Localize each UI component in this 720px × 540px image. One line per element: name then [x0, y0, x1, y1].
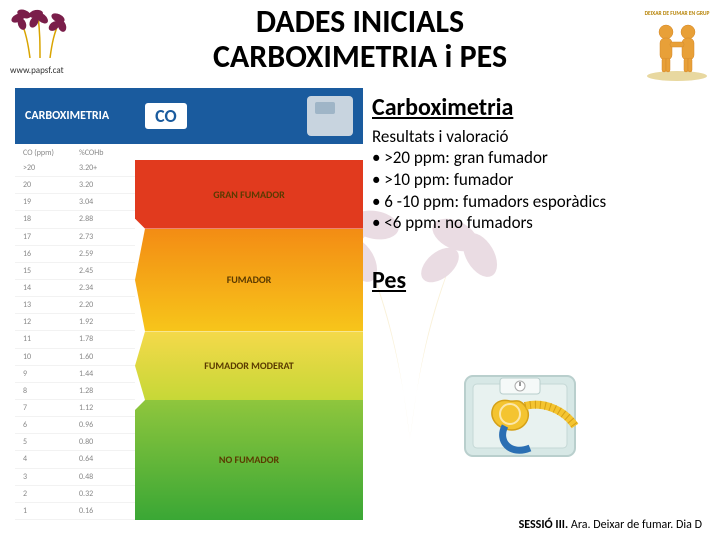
bullet-1: • >10 ppm: fumador: [372, 169, 704, 191]
chart-body: >203.20+203.20193.04182.88172.73162.5915…: [15, 160, 363, 520]
logo-left: www.papsf.cat: [10, 8, 82, 76]
flower-icon: [10, 8, 70, 58]
cell-cohb: 3.04: [79, 197, 135, 207]
cell-cohb: 2.45: [79, 266, 135, 276]
chart-header: CARBOXIMETRIA CO: [15, 88, 363, 144]
title-line1: DADES INICIALS: [256, 2, 464, 41]
cell-co: 18: [23, 214, 79, 224]
cell-cohb: 2.73: [79, 232, 135, 242]
cell-co: 3: [23, 472, 79, 482]
table-row: >203.20+: [15, 160, 135, 177]
cell-cohb: 1.44: [79, 369, 135, 379]
cell-co: 7: [23, 403, 79, 413]
bullet-3: • <6 ppm: no fumadors: [372, 212, 704, 234]
carboximetria-chart: CARBOXIMETRIA CO CO (ppm) %COHb >203.20+…: [15, 88, 363, 526]
cell-co: 11: [23, 334, 79, 344]
cell-co: 1: [23, 506, 79, 516]
cell-co: 10: [23, 352, 79, 362]
chart-column-headers: CO (ppm) %COHb: [15, 144, 363, 160]
cell-cohb: 3.20: [79, 180, 135, 190]
color-band: NO FUMADOR: [135, 400, 363, 520]
table-row: 152.45: [15, 263, 135, 280]
chart-data-rows: >203.20+203.20193.04182.88172.73162.5915…: [15, 160, 135, 520]
table-row: 30.48: [15, 469, 135, 486]
cell-cohb: 0.48: [79, 472, 135, 482]
section-carboximetria-title: Carboximetria: [372, 93, 704, 122]
chart-color-bands: GRAN FUMADORFUMADORFUMADOR MODERATNO FUM…: [135, 160, 363, 520]
logo-left-url: www.papsf.cat: [10, 65, 82, 76]
cell-co: 5: [23, 437, 79, 447]
footer-rest: Ara. Deixar de fumar. Dia D: [568, 518, 702, 532]
col-co: CO (ppm): [23, 148, 79, 158]
footer-session: SESSIÓ III.: [519, 518, 569, 532]
cell-co: 20: [23, 180, 79, 190]
table-row: 40.64: [15, 451, 135, 468]
table-row: 172.73: [15, 229, 135, 246]
device-icon: [307, 96, 353, 136]
cell-co: 16: [23, 249, 79, 259]
cell-co: 13: [23, 300, 79, 310]
bathroom-scale-icon: [455, 356, 585, 466]
table-row: 71.12: [15, 400, 135, 417]
cell-co: 14: [23, 283, 79, 293]
bullet-0: • >20 ppm: gran fumador: [372, 147, 704, 169]
bullet-2: • 6 -10 ppm: fumadors esporàdics: [372, 191, 704, 213]
co-label-box: CO: [145, 103, 187, 129]
cell-cohb: 0.64: [79, 454, 135, 464]
table-row: 193.04: [15, 194, 135, 211]
table-row: 20.32: [15, 486, 135, 503]
col-cohb: %COHb: [79, 148, 135, 158]
table-row: 142.34: [15, 280, 135, 297]
cell-cohb: 0.80: [79, 437, 135, 447]
table-row: 101.60: [15, 349, 135, 366]
color-band: FUMADOR: [135, 229, 363, 332]
table-row: 111.78: [15, 331, 135, 348]
cell-co: >20: [23, 163, 79, 173]
table-row: 91.44: [15, 366, 135, 383]
table-row: 60.96: [15, 417, 135, 434]
cell-co: 17: [23, 232, 79, 242]
cell-cohb: 1.60: [79, 352, 135, 362]
cell-cohb: 1.78: [79, 334, 135, 344]
cell-cohb: 2.88: [79, 214, 135, 224]
cell-co: 9: [23, 369, 79, 379]
table-row: 121.92: [15, 314, 135, 331]
logo-right-ring-text: DEIXAR DE FUMAR EN GRUP: [632, 12, 720, 18]
cell-cohb: 0.32: [79, 489, 135, 499]
cell-co: 19: [23, 197, 79, 207]
color-band: FUMADOR MODERAT: [135, 331, 363, 400]
cell-cohb: 0.16: [79, 506, 135, 516]
section-carboximetria-subtitle: Resultats i valoració: [372, 126, 704, 147]
page-title: DADES INICIALS CARBOXIMETRIA i PES: [90, 4, 630, 74]
chart-header-title: CARBOXIMETRIA: [25, 109, 109, 123]
table-row: 50.80: [15, 434, 135, 451]
title-line2: CARBOXIMETRIA i PES: [213, 37, 507, 76]
cell-co: 2: [23, 489, 79, 499]
content-text: Carboximetria Resultats i valoració • >2…: [372, 93, 704, 295]
cell-co: 6: [23, 420, 79, 430]
cell-co: 15: [23, 266, 79, 276]
table-row: 203.20: [15, 177, 135, 194]
color-band: GRAN FUMADOR: [135, 160, 363, 229]
cell-cohb: 3.20+: [79, 163, 135, 173]
table-row: 81.28: [15, 383, 135, 400]
cell-cohb: 2.59: [79, 249, 135, 259]
table-row: 182.88: [15, 211, 135, 228]
section-pes-title: Pes: [372, 266, 704, 295]
cell-cohb: 1.12: [79, 403, 135, 413]
table-row: 132.20: [15, 297, 135, 314]
cell-cohb: 0.96: [79, 420, 135, 430]
cell-co: 12: [23, 317, 79, 327]
cell-cohb: 1.92: [79, 317, 135, 327]
cell-cohb: 1.28: [79, 386, 135, 396]
table-row: 162.59: [15, 246, 135, 263]
table-row: 10.16: [15, 503, 135, 520]
cell-cohb: 2.20: [79, 300, 135, 310]
logo-right: DEIXAR DE FUMAR EN GRUP: [642, 2, 712, 82]
footer-text: SESSIÓ III. Ara. Deixar de fumar. Dia D: [519, 518, 702, 532]
cell-co: 8: [23, 386, 79, 396]
cell-cohb: 2.34: [79, 283, 135, 293]
cell-co: 4: [23, 454, 79, 464]
